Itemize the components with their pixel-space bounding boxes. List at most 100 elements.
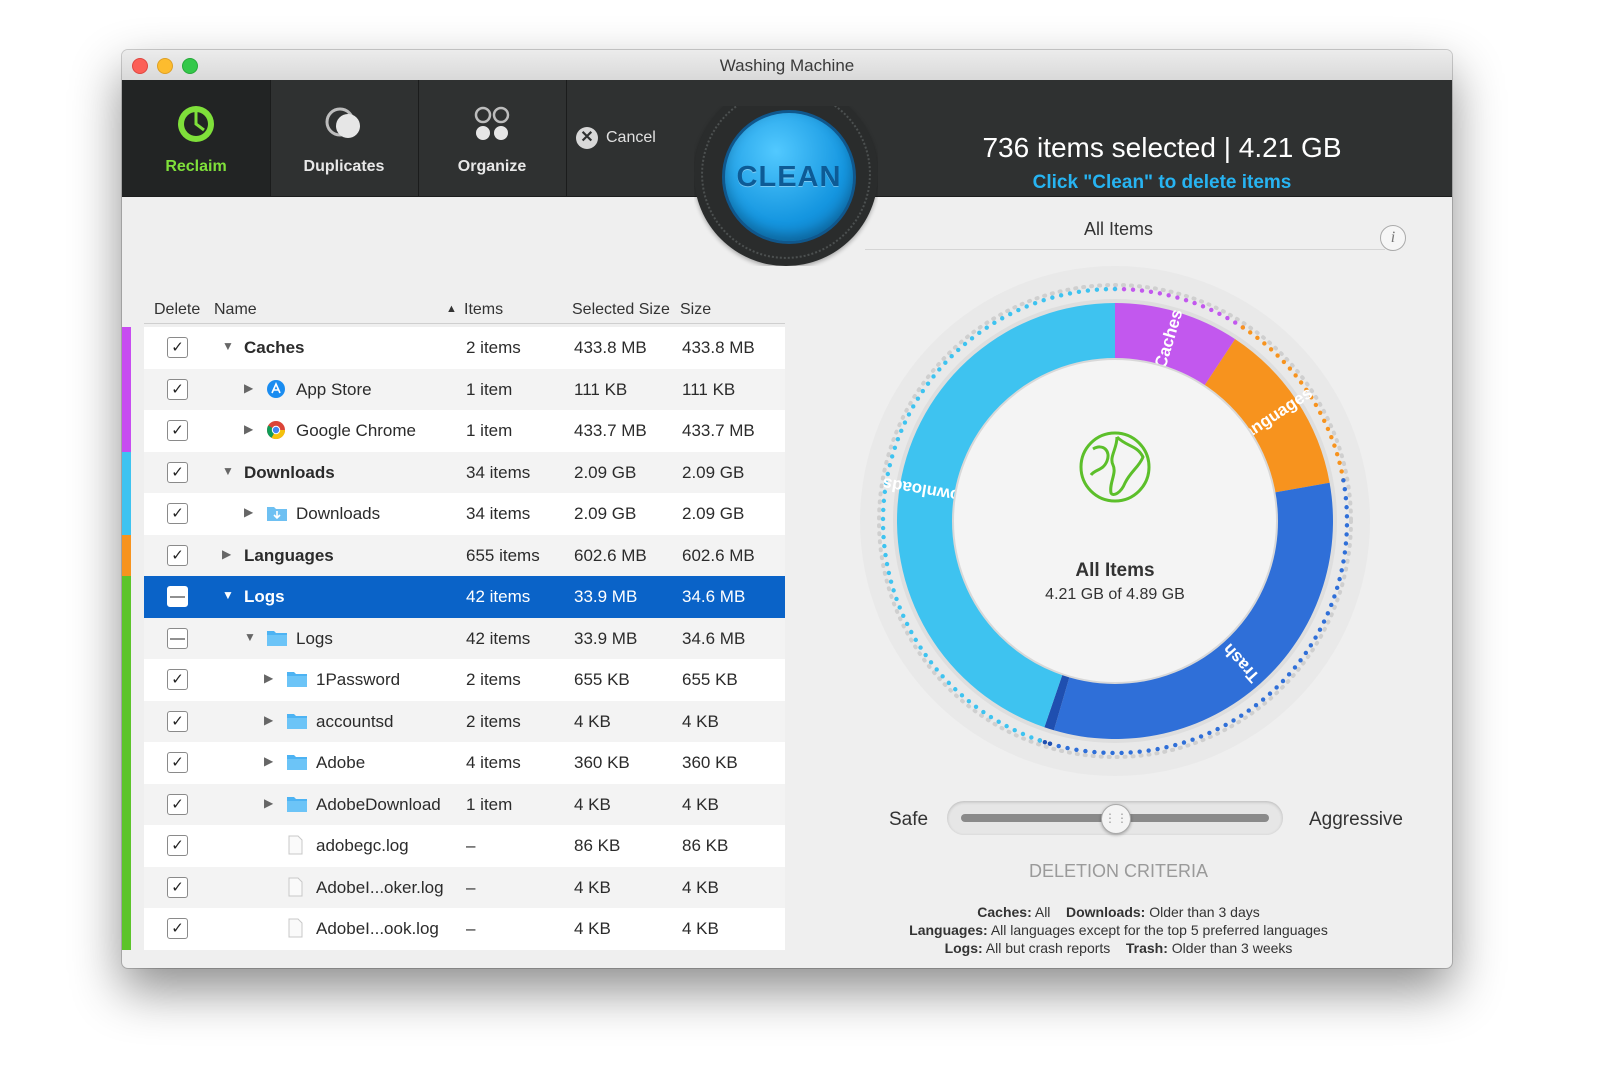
tab-organize[interactable]: Organize <box>418 80 567 196</box>
delete-checkbox[interactable]: ✓ <box>167 461 188 483</box>
donut-segment[interactable] <box>1115 303 1236 386</box>
row-name: App Store <box>296 379 372 399</box>
row-name: AdobeI...oker.log <box>316 877 444 897</box>
disclosure-collapsed-icon[interactable]: ▶ <box>222 546 232 561</box>
segment-dot <box>1321 619 1327 624</box>
delete-checkbox[interactable]: ✓ <box>167 503 188 524</box>
tab-reclaim[interactable]: Reclaim <box>122 80 271 196</box>
aggressiveness-slider[interactable]: ⋮⋮ <box>947 801 1283 835</box>
row-name: AdobeI...ook.log <box>316 919 439 938</box>
disclosure-collapsed-icon[interactable]: ▶ <box>244 422 254 436</box>
delete-checkbox[interactable]: — <box>167 586 188 607</box>
table-row[interactable]: ✓ ▶ AdobeDownload 1 item 4 KB 4 KB <box>122 783 785 825</box>
donut-segment[interactable] <box>1044 674 1070 731</box>
segment-dot <box>1246 708 1251 713</box>
donut-segment[interactable] <box>1204 339 1330 493</box>
disclosure-collapsed-icon[interactable]: ▶ <box>264 671 274 685</box>
delete-checkbox[interactable]: ✓ <box>167 918 188 939</box>
column-header-selected-size[interactable]: Selected Size <box>572 301 670 318</box>
column-header-delete[interactable]: Delete <box>154 301 201 318</box>
cancel-x-icon: ✕ <box>576 127 598 149</box>
table-row[interactable]: ✓ ▶ accountsd 2 items 4 KB 4 KB <box>122 700 785 742</box>
delete-checkbox[interactable]: ✓ <box>167 876 188 898</box>
delete-checkbox[interactable]: ✓ <box>167 752 188 773</box>
table-row[interactable]: — ▼ Logs 42 items 33.9 MB 34.6 MB <box>122 617 785 659</box>
table-row[interactable]: ✓ AdobeI...ook.log – 4 KB 4 KB <box>122 908 785 950</box>
table-row[interactable]: ✓ ▶ Languages 655 items 602.6 MB 602.6 MB <box>122 534 785 576</box>
segment-dot <box>1275 353 1280 358</box>
disclosure-expanded-icon[interactable]: ▼ <box>244 629 256 644</box>
segment-dot <box>883 480 889 486</box>
disclosure-expanded-icon[interactable]: ▼ <box>222 588 234 602</box>
disclosure-expanded-icon[interactable]: ▼ <box>222 339 234 353</box>
segment-dot <box>959 693 965 698</box>
disclosure-collapsed-icon[interactable]: ▶ <box>244 380 254 395</box>
donut-segment[interactable] <box>897 303 1115 728</box>
clean-button[interactable]: CLEAN <box>722 110 856 244</box>
row-size: 34.6 MB <box>682 587 746 606</box>
table-row[interactable]: ✓ AdobeI...oker.log – 4 KB 4 KB <box>122 866 785 908</box>
disclosure-expanded-icon[interactable]: ▼ <box>222 463 234 478</box>
category-color-bar <box>122 410 131 452</box>
delete-checkbox[interactable]: ✓ <box>167 544 188 566</box>
table-row[interactable]: — ▼ Logs 42 items 33.9 MB 34.6 MB <box>122 576 785 618</box>
window-title: Washing Machine <box>719 56 855 75</box>
cancel-button[interactable]: ✕ Cancel <box>576 124 656 152</box>
minimize-window-button[interactable] <box>157 58 173 74</box>
segment-dot <box>1260 697 1266 702</box>
row-items: – <box>466 836 476 855</box>
table-row[interactable]: ✓ ▶ Downloads 34 items 2.09 GB 2.09 GB <box>122 493 785 535</box>
app-window: Washing Machine Reclaim Duplicates Organ… <box>122 50 1452 968</box>
segment-dot <box>913 637 918 643</box>
disclosure-collapsed-icon[interactable]: ▶ <box>264 754 274 768</box>
delete-checkbox[interactable]: ✓ <box>167 420 188 441</box>
segment-dot <box>1110 750 1115 756</box>
segment-dot <box>981 709 986 715</box>
file-table: Delete Name ▲ Items Selected Size Size ✓… <box>122 197 785 968</box>
segment-dot <box>1148 289 1154 295</box>
segment-dot <box>885 471 891 477</box>
disclosure-collapsed-icon[interactable]: ▶ <box>244 505 254 519</box>
table-row[interactable]: ✓ ▼ Caches 2 items 433.8 MB 433.8 MB <box>122 327 785 369</box>
segment-dot <box>984 325 989 330</box>
donut-segment[interactable] <box>1053 482 1333 739</box>
segment-dot <box>1225 315 1230 321</box>
segment-dot <box>1146 748 1151 753</box>
folder-icon <box>286 752 307 772</box>
row-selected-size: 111 KB <box>574 379 628 399</box>
row-items: 34 items <box>466 504 531 523</box>
selection-summary: 736 items selected | 4.21 GB Click "Clea… <box>972 132 1352 194</box>
segment-dot <box>1298 658 1303 663</box>
segment-dot <box>925 381 931 386</box>
zoom-window-button[interactable] <box>182 58 198 74</box>
close-window-button[interactable] <box>132 58 148 74</box>
table-row[interactable]: ✓ ▶ Google Chrome 1 item 433.7 MB 433.7 MB <box>122 410 785 452</box>
delete-checkbox[interactable]: ✓ <box>167 669 188 690</box>
column-header-items[interactable]: Items <box>464 301 504 318</box>
table-row[interactable]: ✓ ▶ Adobe 4 items 360 KB 360 KB <box>122 742 785 784</box>
delete-checkbox[interactable]: ✓ <box>167 710 188 732</box>
segment-dot <box>1155 746 1160 752</box>
column-header-name[interactable]: Name <box>214 301 257 318</box>
delete-checkbox[interactable]: ✓ <box>167 378 188 400</box>
info-icon[interactable]: i <box>1380 225 1406 251</box>
tab-duplicates[interactable]: Duplicates <box>270 80 419 196</box>
segment-dot <box>1342 550 1348 555</box>
segment-dot <box>1112 286 1118 292</box>
segment-dot <box>1339 568 1344 573</box>
table-row[interactable]: ✓ ▶ 1Password 2 items 655 KB 655 KB <box>122 659 785 701</box>
disclosure-collapsed-icon[interactable]: ▶ <box>264 712 274 727</box>
segment-dot <box>1181 740 1187 745</box>
delete-checkbox[interactable]: ✓ <box>167 337 188 358</box>
table-row[interactable]: ✓ adobegc.log – 86 KB 86 KB <box>122 825 785 867</box>
tab-reclaim-label: Reclaim <box>165 158 227 175</box>
title-bar: Washing Machine <box>122 50 1452 81</box>
column-header-size[interactable]: Size <box>680 301 712 318</box>
disclosure-collapsed-icon[interactable]: ▶ <box>264 795 274 810</box>
table-row[interactable]: ✓ ▼ Downloads 34 items 2.09 GB 2.09 GB <box>122 451 785 493</box>
delete-checkbox[interactable]: — <box>167 627 188 649</box>
delete-checkbox[interactable]: ✓ <box>167 835 188 856</box>
slider-thumb[interactable]: ⋮⋮ <box>1101 804 1131 834</box>
delete-checkbox[interactable]: ✓ <box>167 793 188 815</box>
table-row[interactable]: ✓ ▶ App Store 1 item 111 KB 111 KB <box>122 368 785 410</box>
